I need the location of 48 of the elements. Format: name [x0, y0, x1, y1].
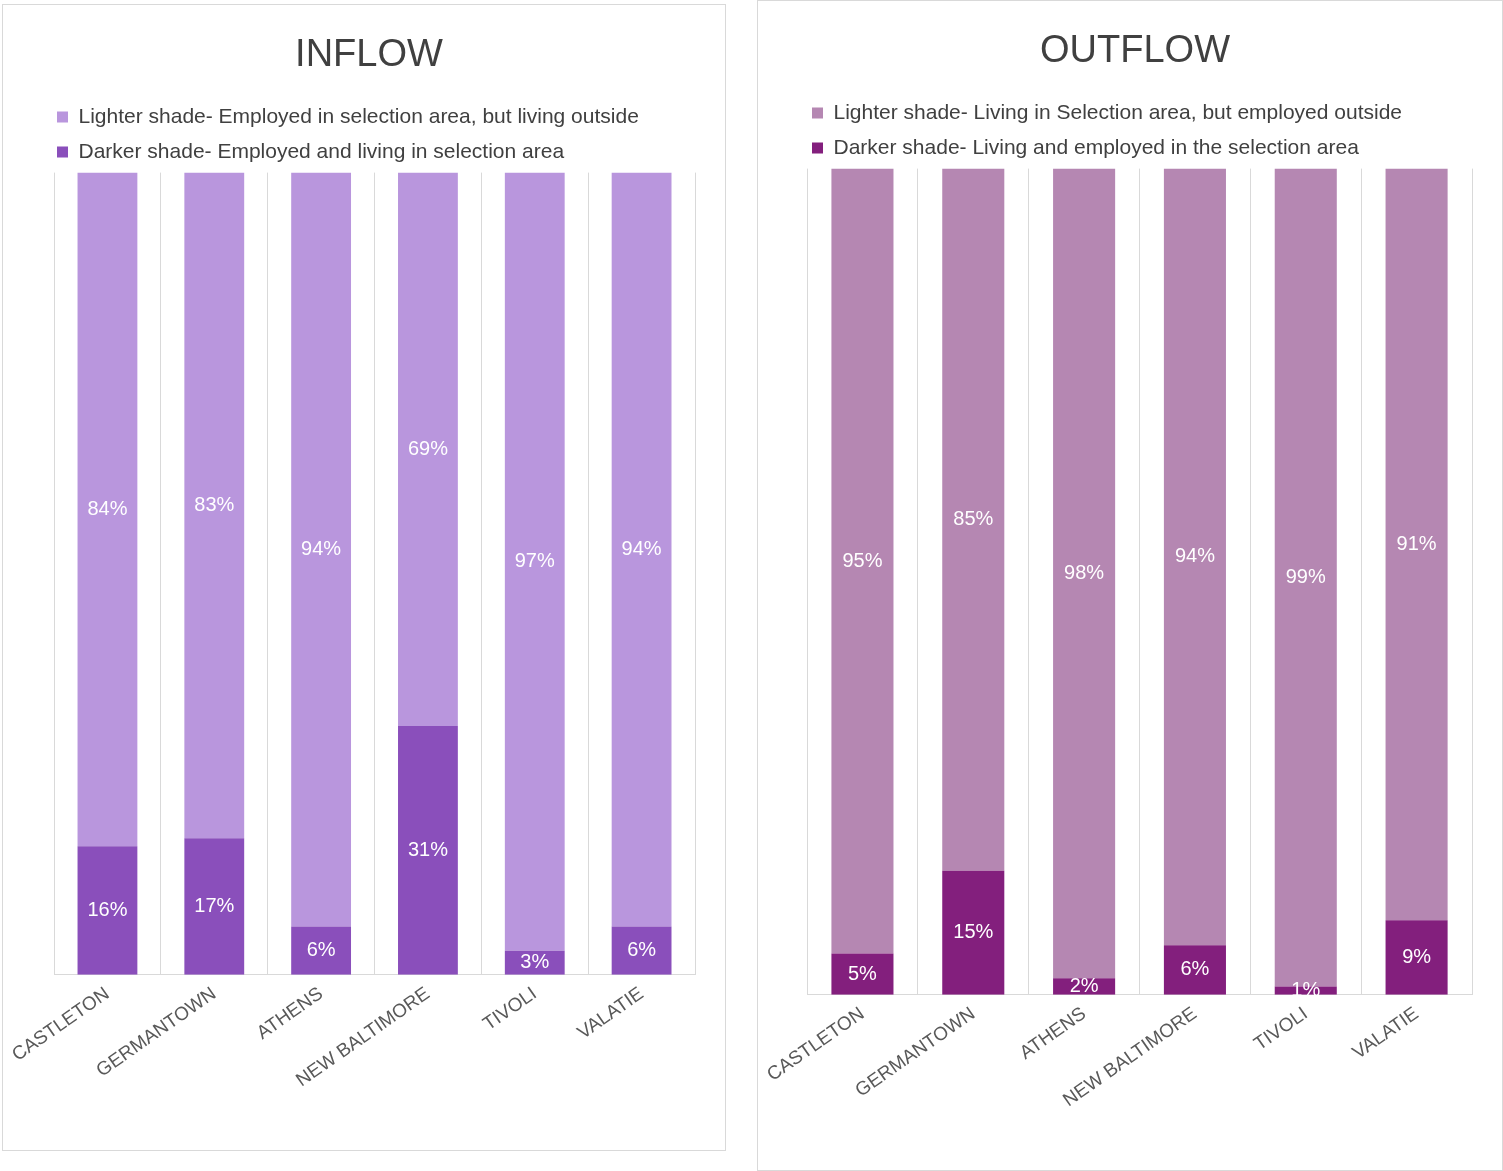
- data-label: 17%: [194, 894, 235, 917]
- data-label: 5%: [848, 961, 878, 984]
- bar: [77, 846, 138, 975]
- bar: [942, 870, 1005, 995]
- data-label: 69%: [407, 436, 449, 459]
- data-label: 6%: [627, 938, 657, 961]
- data-label: 94%: [1174, 544, 1216, 567]
- data-label: 94%: [301, 537, 342, 560]
- data-label: 84%: [87, 497, 128, 519]
- data-label: 94%: [621, 537, 662, 560]
- bar: [291, 926, 352, 975]
- legend-label: Lighter shade- Living in Selection area, but employed outside: [833, 99, 1403, 123]
- data-label: 91%: [1396, 531, 1437, 554]
- data-label: 99%: [1285, 565, 1326, 588]
- chart-title: OUTFLOW: [1040, 28, 1231, 71]
- data-label: 9%: [1402, 945, 1432, 968]
- bar: [942, 168, 1005, 871]
- data-label: 85%: [953, 507, 994, 530]
- bar: [831, 168, 894, 954]
- bar: [398, 726, 458, 975]
- data-label: 6%: [1180, 957, 1210, 980]
- legend-label: Darker shade- Employed and living in selection area: [78, 138, 565, 162]
- chart-title: INFLOW: [295, 32, 444, 75]
- data-label: 31%: [407, 837, 449, 860]
- bar: [1163, 945, 1226, 995]
- data-label: 3%: [520, 950, 550, 973]
- data-label: 95%: [842, 548, 883, 571]
- bar: [611, 172, 672, 927]
- bar: [1385, 168, 1448, 921]
- legend-label: Darker shade- Living and employed in the selection area: [833, 134, 1360, 158]
- legend-label: Lighter shade- Employed in selection area, but living outside: [78, 103, 639, 127]
- bar: [1385, 920, 1448, 995]
- data-label: 97%: [514, 549, 555, 572]
- bar: [184, 838, 245, 975]
- data-label: 2%: [1069, 973, 1099, 996]
- bar: [398, 172, 458, 727]
- bar: [184, 172, 245, 839]
- data-label: 16%: [87, 898, 128, 921]
- bar: [1053, 168, 1116, 979]
- bar: [1163, 168, 1226, 946]
- bar: [291, 172, 352, 927]
- bar: [504, 172, 565, 951]
- bar: [831, 953, 894, 995]
- data-label: 6%: [306, 938, 336, 961]
- data-label: 98%: [1064, 560, 1105, 583]
- data-label: 15%: [953, 920, 994, 943]
- bar: [77, 172, 138, 847]
- data-label: 83%: [194, 492, 235, 515]
